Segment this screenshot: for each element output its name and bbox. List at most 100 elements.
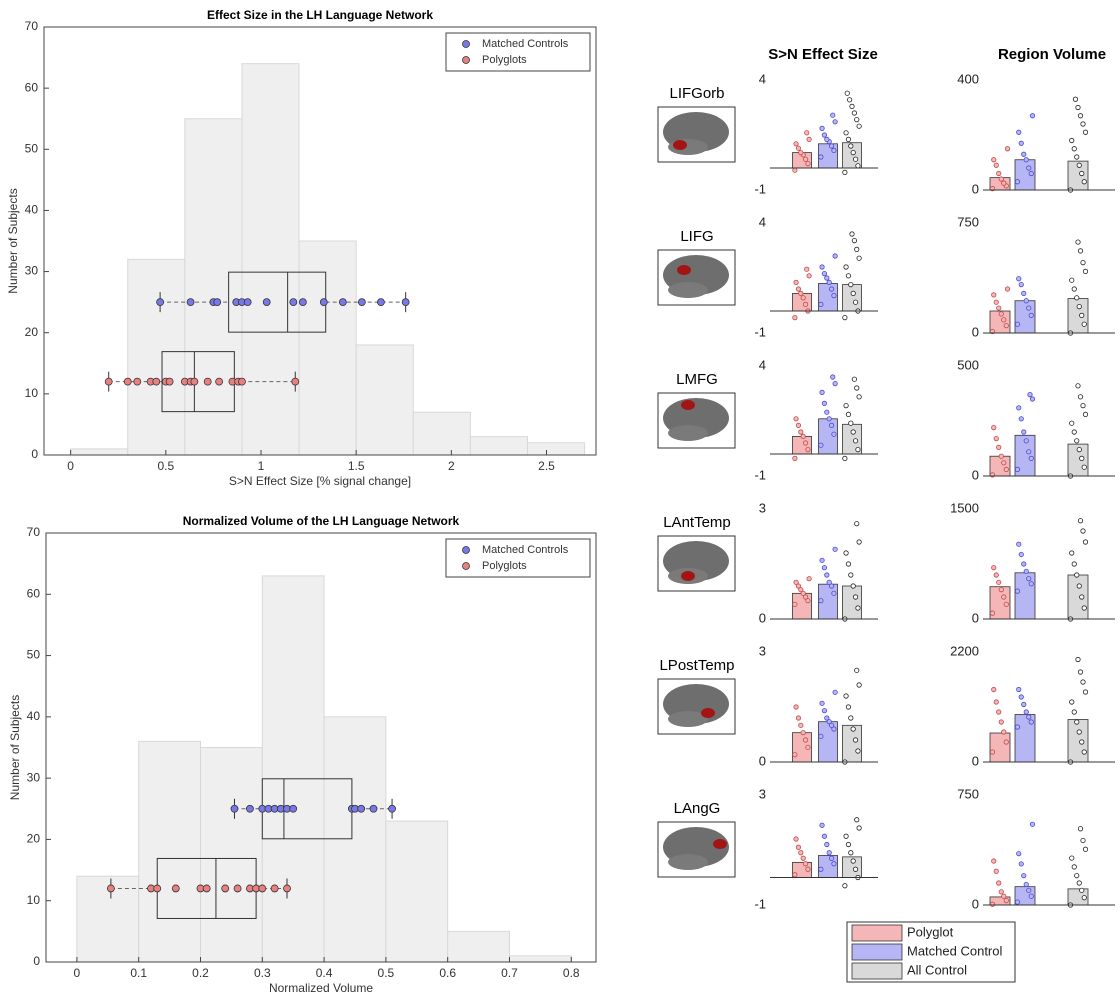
- data-point: [851, 150, 855, 154]
- data-point: [1073, 97, 1077, 101]
- data-point: [1022, 562, 1026, 566]
- data-point: [1072, 865, 1076, 869]
- data-point: [1029, 313, 1033, 317]
- data-point: [1077, 584, 1081, 588]
- data-point: [1076, 384, 1080, 388]
- data-point: [845, 91, 849, 95]
- histogram-bar: [448, 931, 510, 962]
- histogram-bar: [185, 119, 242, 455]
- x-tick-label: 2.5: [538, 459, 555, 473]
- data-point: [1082, 750, 1086, 754]
- data-point: [806, 867, 810, 871]
- data-point: [819, 155, 823, 159]
- data-point: [829, 856, 833, 860]
- data-point: [1017, 687, 1021, 691]
- x-tick-label: 0.8: [563, 966, 580, 980]
- data-point: [992, 293, 996, 297]
- y-tick-label: 10: [25, 386, 39, 400]
- y-tick-label: 3: [759, 786, 766, 801]
- bar: [1068, 299, 1088, 333]
- data-point: [1072, 562, 1076, 566]
- data-point: [1080, 595, 1084, 599]
- data-point: [1027, 576, 1031, 580]
- data-point: [806, 161, 810, 165]
- bar: [819, 856, 838, 878]
- data-point: [794, 705, 798, 709]
- data-point: [1022, 702, 1026, 706]
- y-tick-label: 10: [27, 893, 41, 907]
- data-point: [1004, 323, 1008, 327]
- y-tick-label: 750: [957, 214, 979, 229]
- x-tick-label: 0.3: [254, 966, 271, 980]
- y-tick-label: 0: [972, 753, 979, 768]
- data-point: [833, 547, 837, 551]
- data-point: [990, 611, 994, 615]
- data-point: [796, 287, 800, 291]
- x-tick-label: 0.5: [378, 966, 395, 980]
- data-point: [1027, 888, 1031, 892]
- bar: [990, 733, 1010, 762]
- data-point: [246, 805, 253, 812]
- data-point: [284, 885, 291, 892]
- y-tick-label: 0: [759, 610, 766, 625]
- data-point: [843, 884, 847, 888]
- data-point: [1015, 467, 1019, 471]
- x-tick-label: 0: [67, 459, 74, 473]
- y-tick-label: 70: [27, 525, 41, 539]
- data-point: [1082, 895, 1086, 899]
- data-point: [799, 291, 803, 295]
- data-point: [992, 859, 996, 863]
- column-title: S>N Effect Size: [768, 46, 878, 63]
- data-point: [1027, 715, 1031, 719]
- data-point: [803, 302, 807, 306]
- data-point: [1024, 710, 1028, 714]
- x-tick-label: 1.5: [348, 459, 365, 473]
- figure: 01020304050607000.511.522.5Effect Size i…: [0, 0, 1120, 1000]
- data-point: [292, 378, 299, 385]
- data-point: [853, 300, 857, 304]
- data-point: [831, 375, 835, 379]
- legend-swatch: [852, 963, 902, 979]
- data-point: [997, 445, 1001, 449]
- y-tick-label: 20: [25, 325, 39, 339]
- data-point: [244, 299, 251, 306]
- data-point: [992, 425, 996, 429]
- data-point: [796, 845, 800, 849]
- data-point: [1004, 898, 1008, 902]
- histogram-bar: [128, 259, 185, 455]
- data-point: [1015, 322, 1019, 326]
- data-point: [807, 274, 811, 278]
- data-point: [154, 885, 161, 892]
- data-point: [234, 885, 241, 892]
- data-point: [1082, 322, 1086, 326]
- data-point: [801, 856, 805, 860]
- data-point: [831, 113, 835, 117]
- brain-icon: [658, 536, 735, 591]
- data-point: [849, 282, 853, 286]
- data-point: [1029, 582, 1033, 586]
- data-point: [852, 238, 856, 242]
- y-tick-label: 750: [957, 786, 979, 801]
- y-tick-label: 40: [25, 203, 39, 217]
- data-point: [1083, 412, 1087, 416]
- data-point: [203, 885, 210, 892]
- data-point: [819, 598, 823, 602]
- data-point: [803, 862, 807, 866]
- data-point: [153, 378, 160, 385]
- data-point: [1078, 249, 1082, 253]
- data-point: [107, 885, 114, 892]
- data-point: [263, 299, 270, 306]
- data-point: [807, 137, 811, 141]
- x-tick-label: 0.6: [439, 966, 456, 980]
- y-tick-label: 30: [25, 264, 39, 278]
- data-point: [1077, 730, 1081, 734]
- data-point: [214, 299, 221, 306]
- data-point: [1027, 166, 1031, 170]
- data-point: [825, 842, 829, 846]
- data-point: [990, 902, 994, 906]
- region-label: LIFG: [680, 228, 713, 245]
- data-point: [1082, 180, 1086, 184]
- x-tick-label: 0.1: [130, 966, 147, 980]
- brain-icon: [658, 822, 735, 877]
- region-highlight: [681, 571, 695, 581]
